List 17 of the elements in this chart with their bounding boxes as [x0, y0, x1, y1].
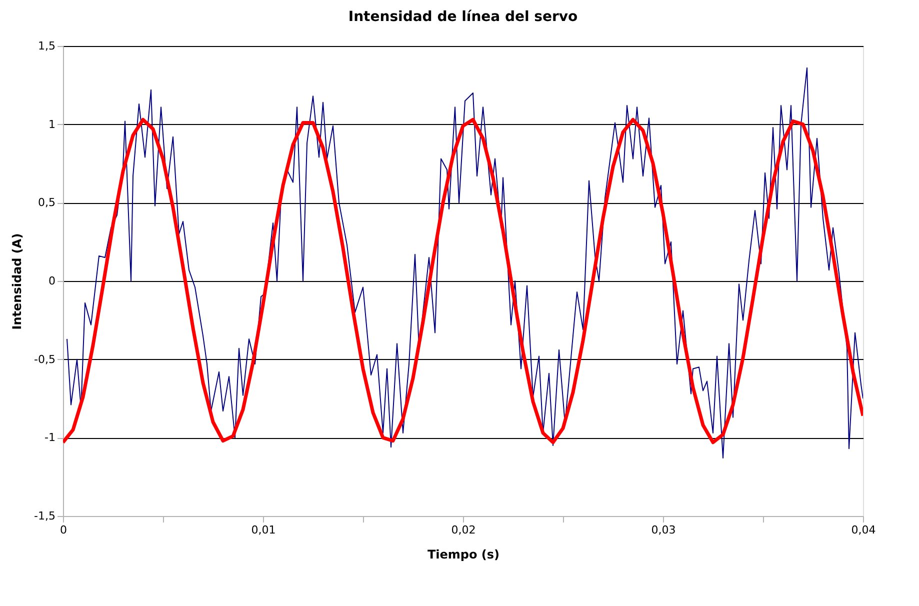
x-tick-label: 0,03 — [651, 524, 676, 536]
x-axis-title: Tiempo (s) — [427, 548, 500, 562]
x-tick-label: 0,02 — [451, 524, 476, 536]
y-tick-label: 0,5 — [38, 196, 56, 210]
y-axis-title: Intensidad (A) — [10, 233, 24, 330]
line-series — [63, 118, 863, 444]
chart-title: Intensidad de línea del servo — [348, 9, 578, 25]
x-tick-label: 0,04 — [851, 524, 876, 536]
y-tick-label: 1,5 — [38, 40, 56, 52]
y-tick-label: -0,5 — [34, 352, 56, 366]
x-tick-label: 0,01 — [251, 524, 276, 536]
y-tick-label: 1 — [48, 118, 56, 131]
y-tick-label: -1 — [44, 431, 56, 444]
x-tick-label: 0 — [60, 524, 67, 536]
y-tick-label: 0 — [48, 274, 56, 288]
line-series — [66, 67, 863, 459]
y-tick-label: -1,5 — [34, 510, 56, 522]
